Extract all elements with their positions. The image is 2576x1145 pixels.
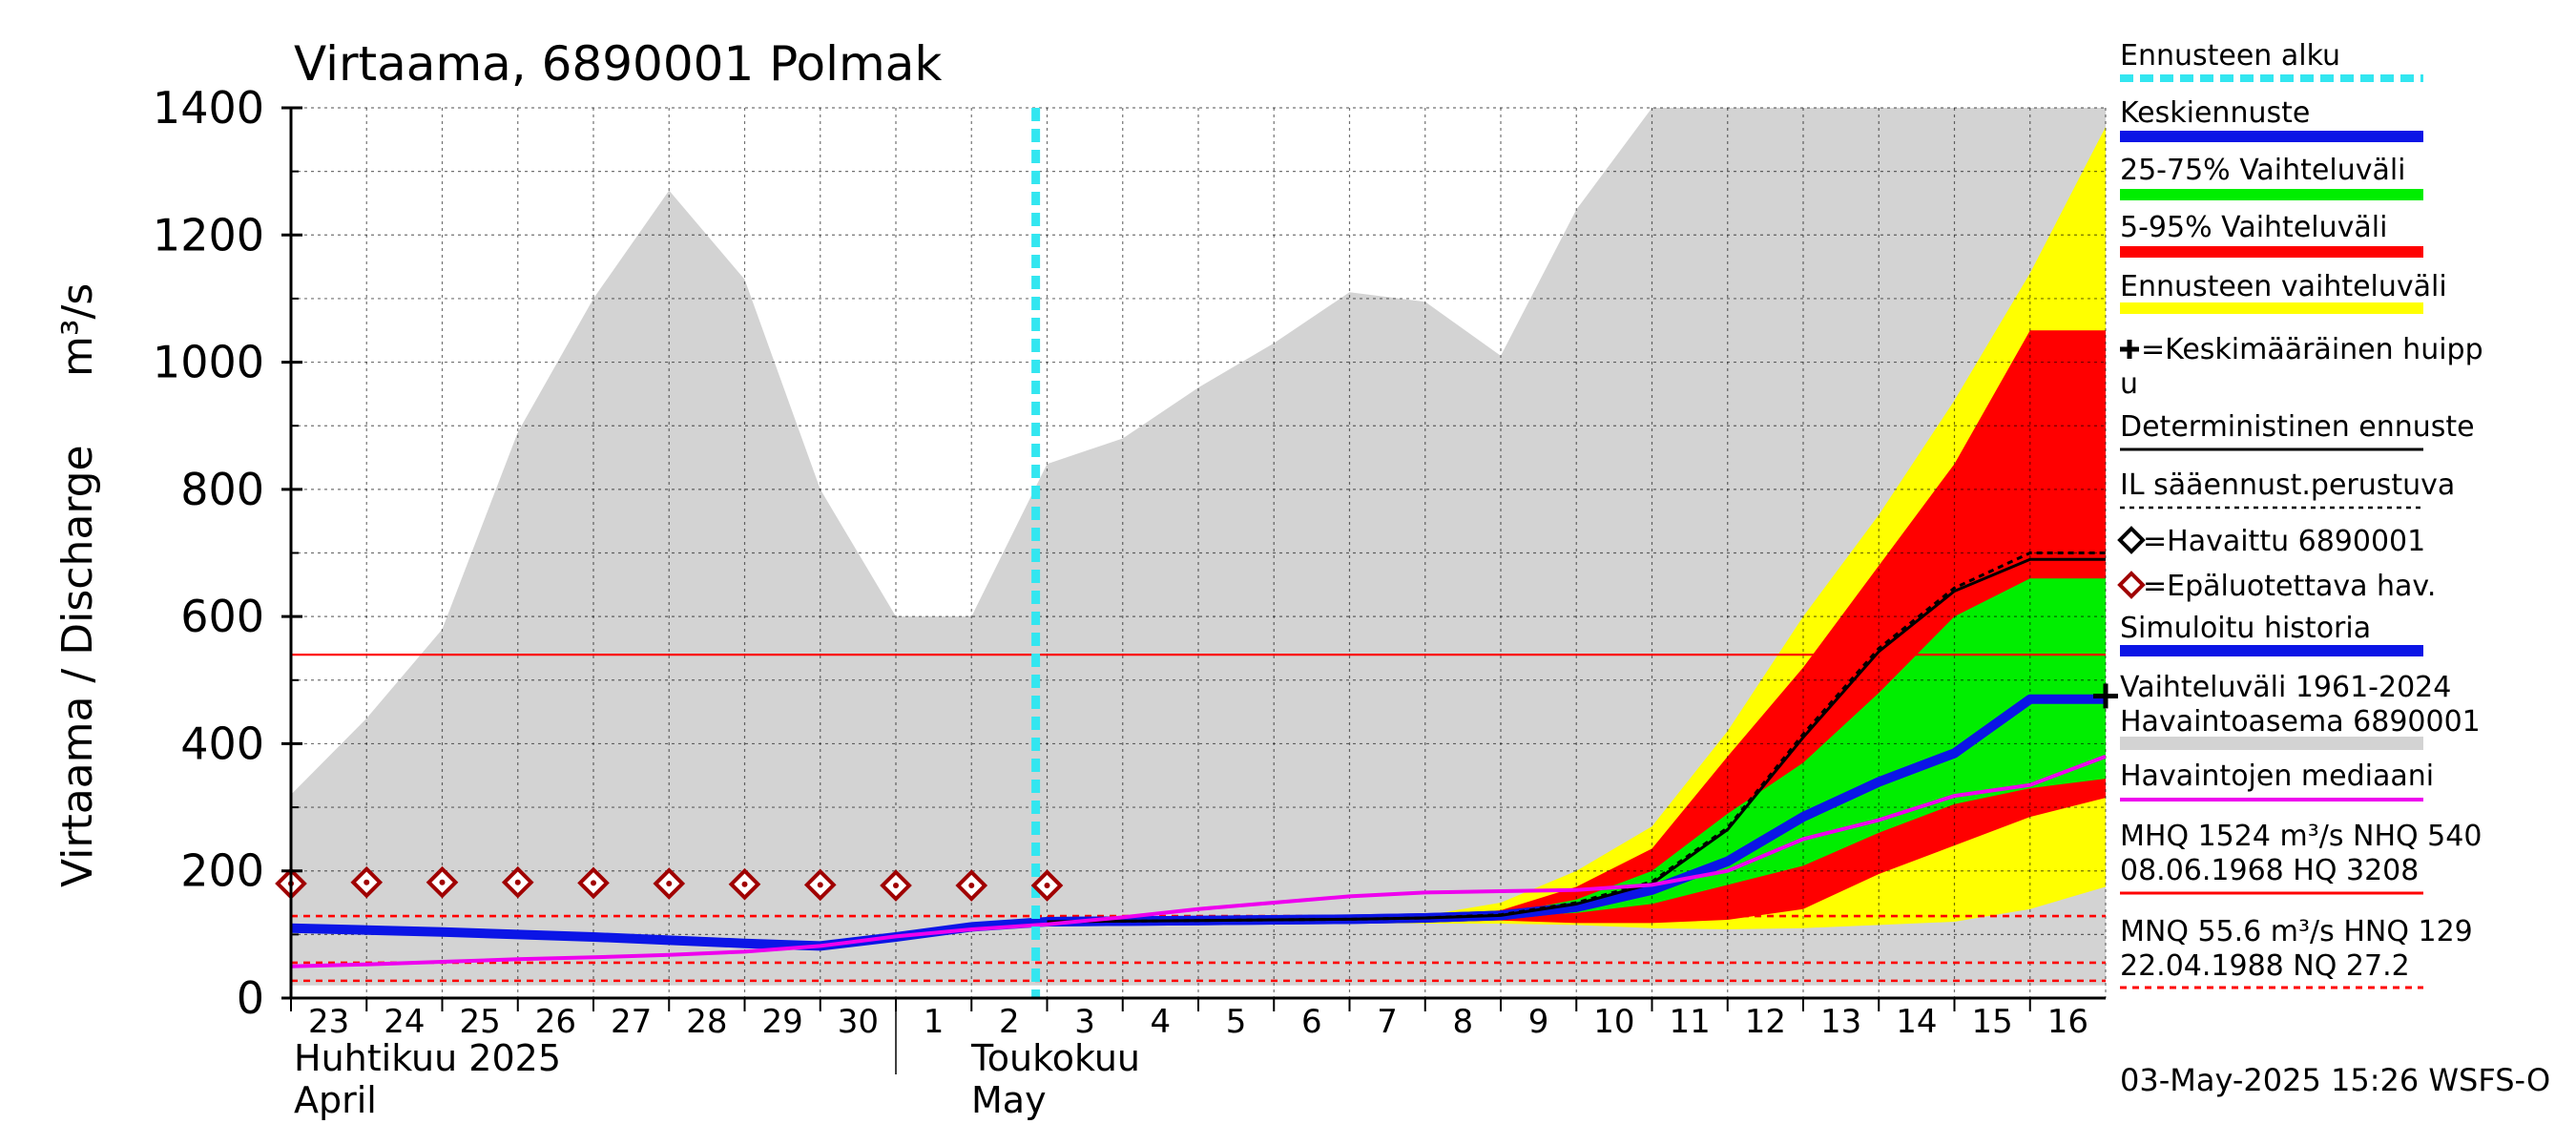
legend-label: Keskiennuste	[2120, 96, 2310, 130]
legend-label: Ennusteen alku	[2120, 39, 2340, 73]
legend-label: Deterministinen ennuste	[2120, 410, 2475, 444]
x-tick-label: 2	[999, 1003, 1020, 1041]
legend-label: Havaintojen mediaani	[2120, 760, 2434, 793]
chart-series-lines	[291, 552, 2106, 983]
legend-label: =Keskimääräinen huipp	[2141, 333, 2483, 366]
y-tick-label: 0	[237, 972, 264, 1024]
x-tick-label: 28	[686, 1003, 727, 1041]
legend-label: u	[2120, 367, 2138, 401]
legend-label: 08.06.1968 HQ 3208	[2120, 854, 2419, 887]
unreliable-observation-dot	[591, 880, 596, 886]
x-tick-label: 10	[1593, 1003, 1634, 1041]
unreliable-observation-dot	[666, 881, 673, 887]
x-tick-label: 25	[459, 1003, 500, 1041]
legend-label: Vaihteluväli 1961-2024	[2120, 671, 2451, 704]
x-tick-label: 4	[1151, 1003, 1172, 1041]
unreliable-observation-dot	[893, 883, 899, 889]
x-tick-label: 8	[1453, 1003, 1474, 1041]
unreliable-observation-dot	[817, 882, 823, 888]
x-tick-label: 23	[308, 1003, 349, 1041]
chart-legend: Ennusteen alku Keskiennuste 25-75% Vaihtel…	[2117, 39, 2483, 989]
legend-label: 5-95% Vaihteluväli	[2120, 211, 2387, 244]
x-tick-label: 15	[1971, 1003, 2012, 1041]
legend-label: MNQ 55.6 m³/s HNQ 129	[2120, 915, 2473, 948]
x-tick-label: 13	[1820, 1003, 1861, 1041]
history-range-area	[291, 108, 2106, 986]
x-tick-label: 27	[611, 1003, 652, 1041]
y-tick-label: 800	[180, 464, 264, 515]
unreliable-observation-dot	[1044, 883, 1050, 889]
legend-label: =Havaittu 6890001	[2143, 525, 2425, 558]
p25-75-area	[1047, 578, 2106, 922]
x-tick-label: 1	[924, 1003, 945, 1041]
unreliable-observation-dot	[968, 883, 975, 889]
y-tick-label: 400	[180, 718, 264, 769]
month-label-april-en: April	[294, 1079, 377, 1121]
x-tick-label: 14	[1896, 1003, 1937, 1041]
legend-label: Ennusteen vaihteluväli	[2120, 270, 2447, 303]
month-label-april-fi: Huhtikuu 2025	[294, 1037, 561, 1079]
month-label-may-en: May	[971, 1079, 1047, 1121]
chart-title: Virtaama, 6890001 Polmak	[294, 36, 942, 92]
y-tick-label: 1400	[153, 82, 264, 134]
legend-diamond-icon	[2117, 571, 2146, 599]
x-tick-label: 11	[1669, 1003, 1710, 1041]
chart-fill-layers	[291, 108, 2106, 986]
unreliable-observation-dot	[741, 881, 748, 887]
chart-markers	[275, 108, 2118, 998]
legend-label: Simuloitu historia	[2120, 612, 2371, 645]
legend-label: MHQ 1524 m³/s NHQ 540	[2120, 820, 2482, 853]
y-tick-label: 1200	[153, 209, 264, 260]
unreliable-observation-dot	[514, 879, 521, 885]
x-tick-label: 9	[1528, 1003, 1549, 1041]
legend-label: =Epäluotettava hav.	[2143, 570, 2436, 603]
x-tick-label: 30	[838, 1003, 879, 1041]
legend-label: Havaintoasema 6890001	[2120, 705, 2481, 739]
y-tick-label: 600	[180, 591, 264, 642]
month-label-may-fi: Toukokuu	[970, 1037, 1140, 1079]
x-tick-label: 3	[1074, 1003, 1095, 1041]
x-tick-label: 12	[1745, 1003, 1786, 1041]
unreliable-observation-dot	[364, 879, 370, 885]
median-observation-line	[291, 754, 2106, 968]
x-tick-label: 6	[1301, 1003, 1322, 1041]
y-axis-unit: m³/s	[53, 283, 102, 377]
x-tick-label: 16	[2047, 1003, 2088, 1041]
legend-label: IL sääennust.perustuva	[2120, 468, 2455, 502]
x-tick-label: 29	[761, 1003, 802, 1041]
timestamp: 03-May-2025 15:26 WSFS-O	[2120, 1062, 2550, 1098]
legend-diamond-icon	[2117, 526, 2146, 554]
x-tick-label: 26	[535, 1003, 576, 1041]
x-tick-label: 5	[1226, 1003, 1247, 1041]
il-forecast-line	[1047, 552, 2106, 924]
y-axis-label: Virtaama / Discharge	[53, 445, 102, 887]
legend-label: 25-75% Vaihteluväli	[2120, 154, 2406, 187]
unreliable-observation-dot	[439, 879, 446, 885]
y-tick-label: 200	[180, 845, 264, 897]
x-tick-label: 24	[384, 1003, 425, 1041]
legend-label: 22.04.1988 NQ 27.2	[2120, 949, 2410, 983]
y-tick-label: 1000	[153, 337, 264, 388]
legend-swatch	[2120, 737, 2423, 750]
x-tick-label: 7	[1377, 1003, 1398, 1041]
